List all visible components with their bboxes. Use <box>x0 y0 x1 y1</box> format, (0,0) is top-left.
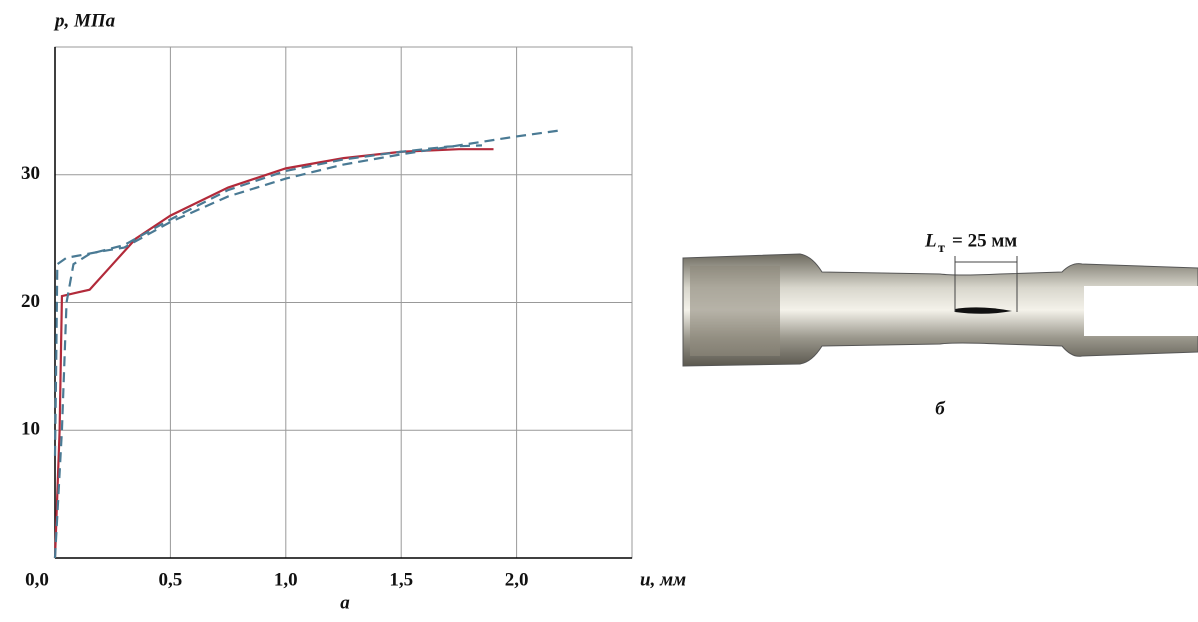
specimen-head <box>690 266 780 356</box>
photo-caption: б <box>935 398 946 419</box>
annotation-rest: = 25 мм <box>952 230 1017 251</box>
annotation-sub: т <box>938 241 945 256</box>
series-line <box>53 128 563 456</box>
series-line <box>53 148 494 559</box>
annotation-main: L <box>924 230 937 251</box>
series-line <box>53 144 483 559</box>
x-tick-label: 0,0 <box>25 569 49 590</box>
fracture <box>955 307 1012 314</box>
x-tick-label: 1,0 <box>274 569 298 590</box>
chart-caption: а <box>340 592 350 613</box>
specimen-slot <box>1084 286 1198 336</box>
y-tick-label: 10 <box>21 419 40 440</box>
x-axis-label: u, мм <box>640 569 686 590</box>
x-tick-label: 0,5 <box>159 569 183 590</box>
specimen-photo: L т = 25 мм б <box>682 230 1198 419</box>
x-tick-label: 1,5 <box>389 569 413 590</box>
y-tick-label: 20 <box>21 291 40 312</box>
y-axis-label: p, МПа <box>53 10 116 31</box>
specimen <box>682 253 1198 367</box>
y-tick-label: 30 <box>21 163 40 184</box>
x-tick-label: 2,0 <box>505 569 529 590</box>
